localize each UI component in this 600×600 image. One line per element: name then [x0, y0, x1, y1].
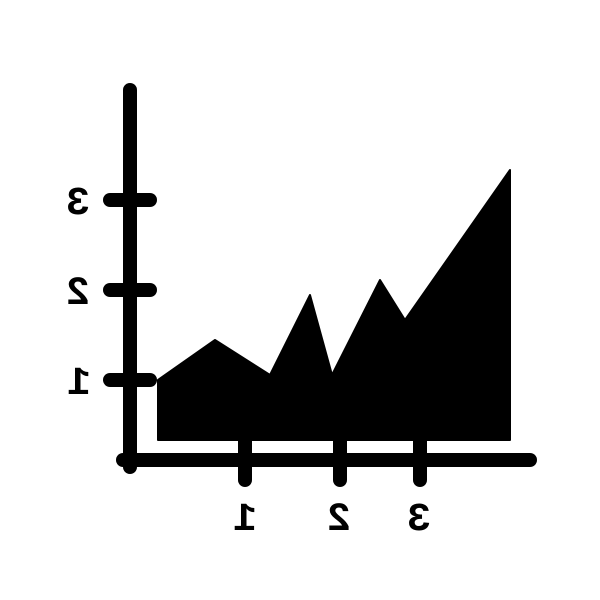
chart-svg: 1 2 3 1 2 3 [0, 0, 600, 600]
x-tick-label: 2 [329, 498, 351, 543]
x-tick-label: 1 [234, 498, 257, 543]
area-chart-icon: 1 2 3 1 2 3 [0, 0, 600, 600]
x-tick-label: 3 [409, 498, 431, 543]
y-tick-label: 2 [68, 272, 90, 317]
y-tick-label: 1 [68, 362, 91, 407]
y-tick-label: 3 [68, 182, 90, 227]
